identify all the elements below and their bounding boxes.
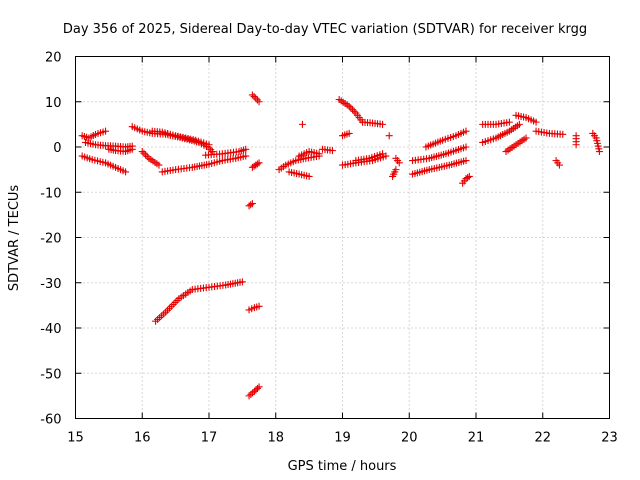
y-tick-label: -40: [40, 322, 61, 337]
data-point: [248, 200, 256, 208]
y-axis-label: SDTVAR / TECUs: [7, 185, 22, 292]
data-point: [462, 127, 470, 135]
data-point: [255, 159, 263, 167]
data-point: [462, 157, 470, 165]
data-point: [505, 118, 513, 126]
data-point: [395, 159, 403, 167]
data-point: [392, 166, 400, 174]
data-point: [379, 150, 387, 158]
data-point: [254, 384, 262, 392]
data-point: [522, 134, 530, 142]
data-point: [252, 386, 260, 394]
data-point: [242, 152, 250, 160]
y-tick-label: -60: [40, 413, 61, 428]
data-point: [465, 172, 473, 180]
data-point: [253, 160, 261, 168]
data-point: [122, 168, 130, 176]
data-point: [142, 151, 150, 159]
data-point: [559, 130, 567, 138]
data-point: [595, 148, 603, 156]
data-point: [247, 390, 255, 398]
data-point: [252, 94, 260, 102]
data-point: [205, 141, 213, 149]
x-tick-label: 15: [67, 431, 84, 446]
y-tick-label: -20: [40, 232, 61, 247]
y-tick-labels: -60 -50 -40 -30 -20 -10 0 10 20: [40, 51, 61, 428]
y-tick-label: 20: [45, 51, 62, 66]
data-point: [140, 149, 148, 157]
data-points: [78, 91, 603, 400]
data-point: [379, 120, 387, 128]
data-point: [385, 132, 393, 140]
y-tick-label: 10: [45, 96, 62, 111]
y-tick-label: -50: [40, 367, 61, 382]
y-tick-label: 0: [53, 141, 61, 156]
data-point: [247, 201, 255, 209]
grid-lines: [75, 56, 610, 419]
data-point: [328, 147, 336, 155]
x-tick-label: 21: [468, 431, 485, 446]
data-point: [298, 120, 306, 128]
data-point: [572, 141, 580, 149]
data-point: [255, 383, 263, 391]
data-point: [462, 143, 470, 151]
x-tick-label: 18: [267, 431, 284, 446]
data-point: [138, 148, 146, 156]
chart-title: Day 356 of 2025, Sidereal Day-to-day VTE…: [63, 22, 587, 37]
data-point: [249, 389, 257, 397]
data-point: [242, 145, 250, 153]
data-point: [208, 148, 216, 156]
data-point: [464, 174, 472, 182]
y-tick-label: -30: [40, 277, 61, 292]
x-tick-label: 23: [601, 431, 618, 446]
data-point: [532, 118, 540, 126]
x-tick-label: 16: [134, 431, 151, 446]
x-tick-label: 17: [201, 431, 218, 446]
data-point: [253, 96, 261, 104]
data-point: [143, 153, 151, 161]
data-point: [255, 98, 263, 106]
data-point: [345, 102, 353, 110]
data-point: [255, 302, 263, 310]
data-point: [155, 161, 163, 169]
x-tick-label: 22: [534, 431, 551, 446]
x-axis-label: GPS time / hours: [288, 459, 397, 474]
data-point: [248, 91, 256, 99]
data-point: [102, 127, 110, 135]
data-point: [515, 120, 523, 128]
data-point: [250, 387, 258, 395]
y-tick-label: -10: [40, 186, 61, 201]
x-tick-labels: 15 16 17 18 19 20 21 22 23: [67, 431, 618, 446]
x-tick-label: 19: [334, 431, 351, 446]
data-point: [128, 145, 136, 153]
data-point: [350, 107, 358, 115]
data-point: [238, 278, 246, 286]
data-point: [347, 104, 355, 112]
plot-frame: [75, 56, 610, 419]
data-point: [315, 150, 323, 158]
data-point: [245, 392, 253, 400]
data-point: [555, 161, 563, 169]
x-tick-label: 20: [401, 431, 418, 446]
data-point: [349, 106, 357, 114]
data-point: [305, 172, 313, 180]
data-point: [250, 93, 258, 101]
data-point: [345, 129, 353, 137]
